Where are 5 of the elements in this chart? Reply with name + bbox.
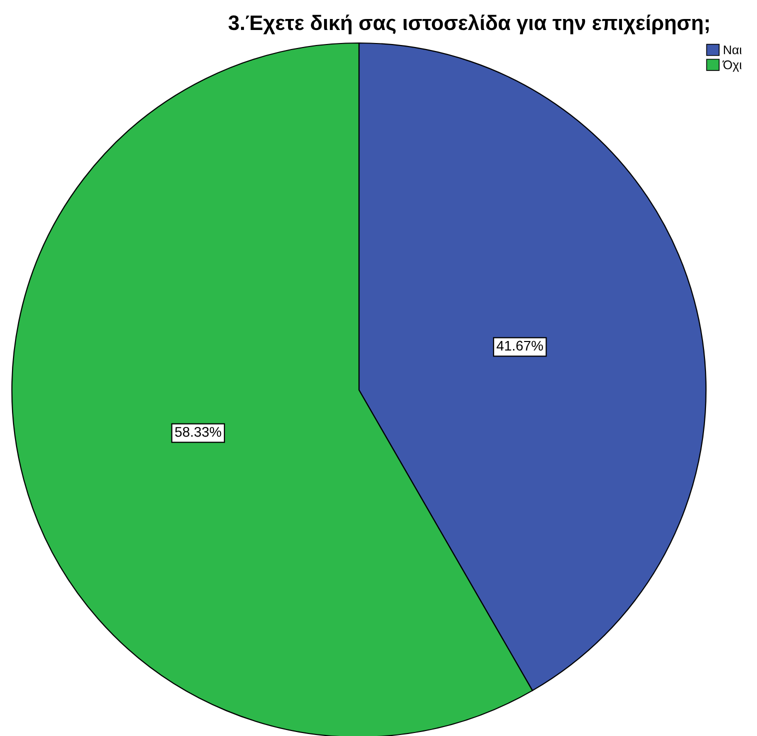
data-label: 41.67%: [496, 340, 543, 351]
legend-label: Ναι: [724, 46, 742, 54]
data-label: 58.33%: [175, 426, 222, 437]
legend-label: Όχι: [722, 60, 742, 72]
chart-title: 3.Έχετε δική σας ιστοσελίδα για την επιχείρηση;: [228, 14, 709, 34]
